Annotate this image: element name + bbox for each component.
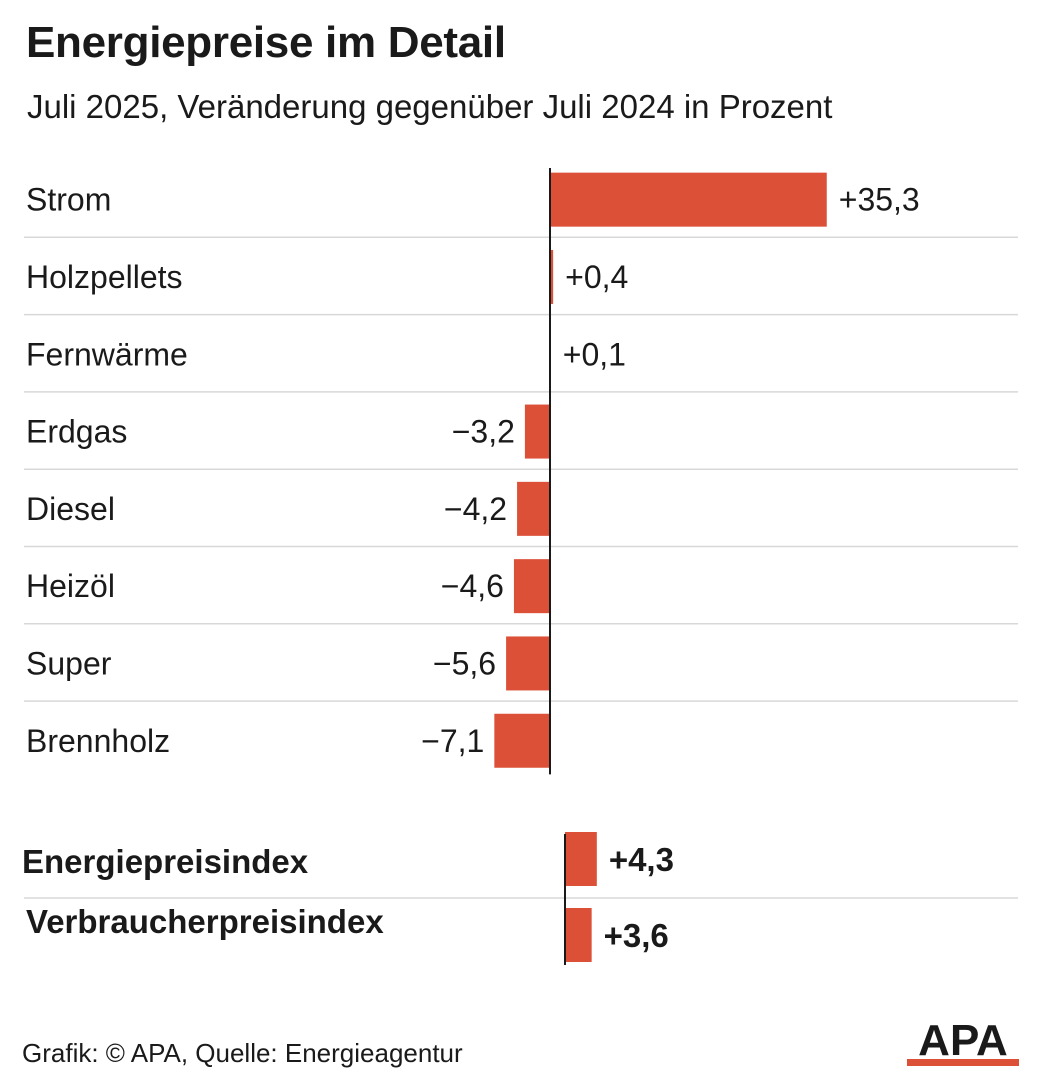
bar [565,908,592,962]
value-label: +0,4 [565,259,628,295]
chart-subtitle: Juli 2025, Veränderung gegenüber Juli 20… [27,88,833,125]
value-label: +4,3 [609,841,674,878]
apa-logo-bar [907,1059,1019,1066]
apa-logo-text: APA [918,1017,1008,1065]
source-footer: Grafik: © APA, Quelle: Energieagentur [22,1038,463,1068]
category-label: Holzpellets [26,259,183,295]
bar [550,249,554,304]
category-label: Super [26,645,112,681]
index-label: Verbraucherpreisindex [26,903,384,940]
value-label: +3,6 [604,917,669,954]
category-label: Strom [26,182,111,218]
value-label: −5,6 [433,645,496,681]
value-label: −4,6 [441,568,504,604]
value-label: −3,2 [452,414,515,450]
apa-logo: APA [907,1017,1019,1066]
category-label: Brennholz [26,723,170,759]
category-label: Erdgas [26,414,127,450]
value-label: +0,1 [563,336,626,372]
bar [550,172,827,227]
bar [506,636,550,691]
category-label: Fernwärme [26,336,188,372]
index-label: Energiepreisindex [22,843,309,880]
value-label: −4,2 [444,491,507,527]
bar [517,481,550,536]
category-label: Heizöl [26,568,115,604]
value-label: +35,3 [839,182,920,218]
bar [494,713,550,768]
value-label: −7,1 [421,723,484,759]
chart-title: Energiepreise im Detail [26,18,506,67]
bar [524,404,550,459]
bar [565,832,597,886]
category-label: Diesel [26,491,115,527]
bar [513,559,550,614]
